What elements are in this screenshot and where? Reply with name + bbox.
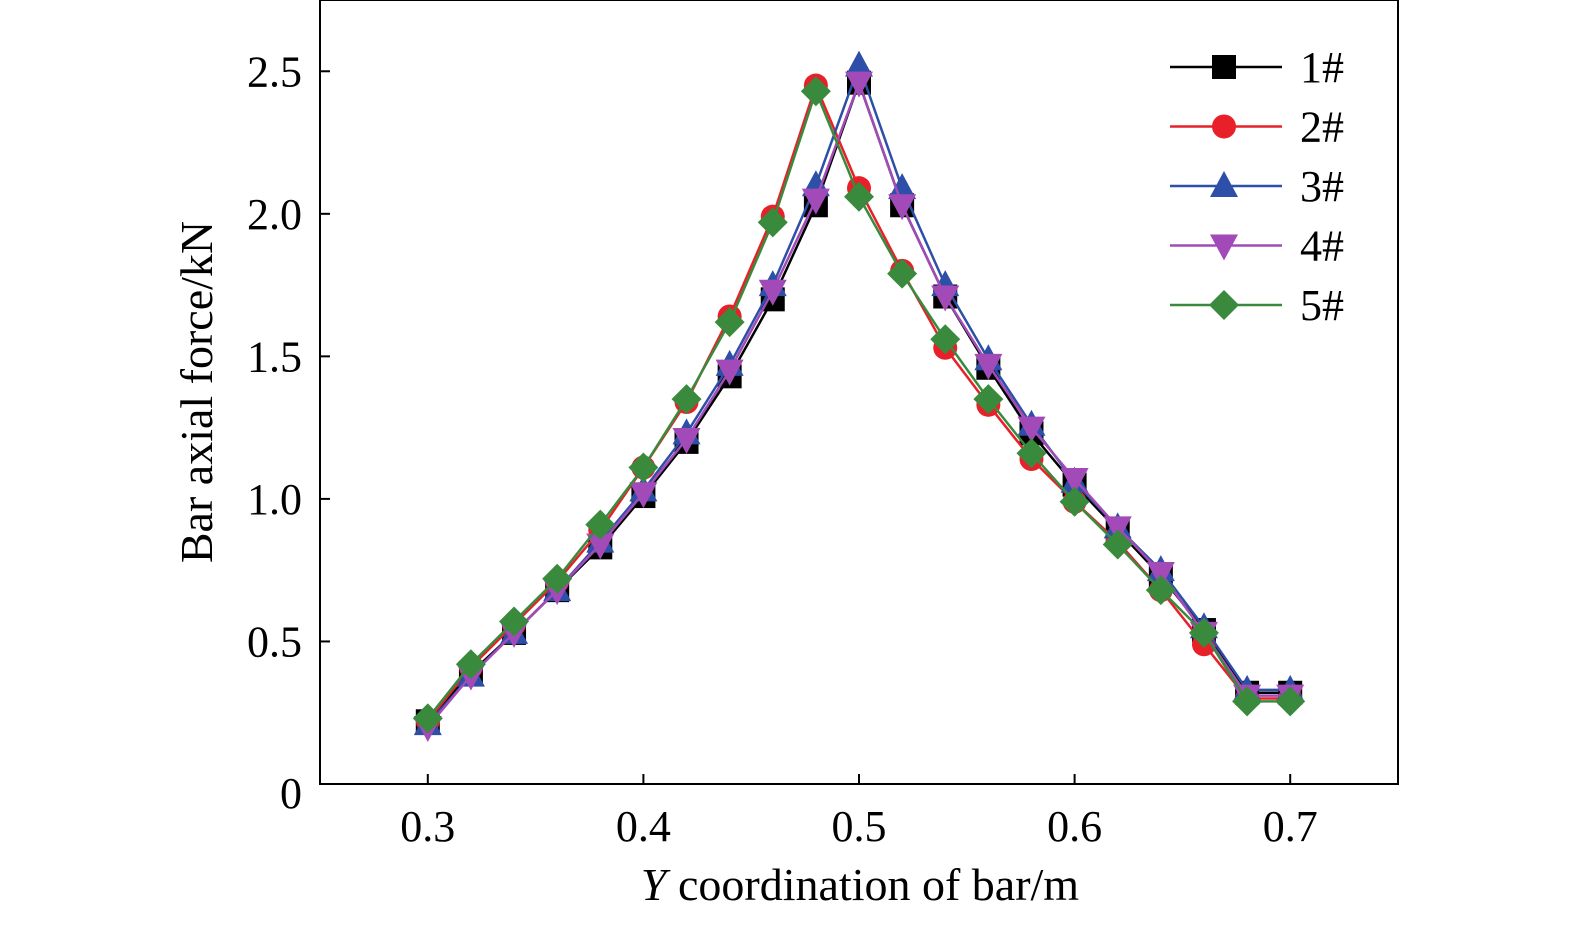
- legend-entry: 3#: [1170, 162, 1344, 211]
- legend-entry: 1#: [1170, 43, 1344, 92]
- y-tick-label: 0.5: [247, 617, 302, 666]
- x-tick-label: 0.5: [832, 802, 887, 851]
- data-point: [1232, 686, 1263, 717]
- data-point: [1017, 416, 1046, 443]
- data-point: [974, 353, 1003, 380]
- axis-ticks: 0.3 0.4 0.5 0.6 0.7 0 0.5 1.0 1.5 2.0 2.5: [247, 47, 1318, 851]
- legend-marker: [1212, 114, 1236, 139]
- data-point: [585, 509, 616, 540]
- x-axis-label-italic: Y: [641, 859, 671, 910]
- data-point: [1103, 516, 1132, 543]
- data-point: [586, 533, 615, 560]
- legend-entry: 4#: [1170, 222, 1344, 271]
- data-point: [888, 173, 917, 200]
- data-point: [715, 359, 744, 386]
- legend-label: 2#: [1300, 103, 1344, 152]
- data-point: [845, 71, 873, 98]
- data-point: [1146, 562, 1175, 589]
- data-point: [1145, 575, 1176, 606]
- data-point: [671, 384, 702, 415]
- y-tick-label: 2.0: [247, 190, 302, 239]
- y-tick-label: 1.0: [247, 475, 302, 524]
- data-point: [672, 428, 701, 455]
- legend-marker: [1209, 290, 1239, 320]
- legend-label: 5#: [1300, 281, 1344, 330]
- y-tick-label: 2.5: [247, 47, 302, 96]
- data-point: [629, 482, 658, 509]
- data-point: [844, 181, 874, 212]
- series-2: [415, 73, 1303, 734]
- y-tick-label: 0: [280, 769, 302, 818]
- series-4: [413, 71, 1305, 742]
- data-point: [499, 606, 530, 637]
- data-point: [1059, 486, 1090, 517]
- data-point: [801, 188, 830, 215]
- legend-label: 3#: [1300, 162, 1344, 211]
- x-tick-label: 0.7: [1263, 802, 1318, 851]
- data-point: [1102, 529, 1133, 560]
- data-point: [931, 285, 960, 312]
- x-tick-label: 0.6: [1047, 802, 1102, 851]
- data-point: [1016, 438, 1047, 469]
- data-point: [628, 452, 659, 483]
- legend-label: 4#: [1300, 222, 1344, 271]
- x-tick-label: 0.3: [400, 802, 455, 851]
- data-point: [1060, 467, 1089, 494]
- data-point: [758, 279, 787, 306]
- legend: 1# 2# 3# 4# 5#: [1170, 43, 1344, 330]
- series-line: [426, 61, 1291, 725]
- legend-entry: 5#: [1170, 281, 1344, 330]
- legend-entry: 2#: [1170, 103, 1344, 152]
- data-point: [1188, 617, 1219, 648]
- data-point: [1275, 686, 1306, 717]
- data-point: [714, 307, 745, 338]
- x-tick-label: 0.4: [616, 802, 671, 851]
- series-5: [412, 76, 1306, 734]
- series-1: [415, 70, 1303, 734]
- data-point: [845, 50, 873, 77]
- data-point: [887, 258, 918, 289]
- data-point: [412, 703, 443, 734]
- data-point: [930, 324, 961, 355]
- y-tick-label: 1.5: [247, 332, 302, 381]
- legend-marker: [1212, 55, 1236, 79]
- data-point: [800, 76, 831, 107]
- data-point: [888, 194, 917, 221]
- data-point: [973, 384, 1004, 415]
- data-point: [542, 563, 573, 594]
- data-point: [455, 649, 486, 680]
- legend-marker: [1210, 234, 1238, 261]
- x-axis-label-text: coordination of bar/m: [666, 859, 1079, 910]
- x-axis-label: Y coordination of bar/m: [641, 859, 1079, 910]
- data-point: [757, 207, 788, 238]
- series-3: [413, 50, 1305, 736]
- legend-label: 1#: [1300, 43, 1344, 92]
- plot-marks: [412, 50, 1306, 742]
- legend-marker: [1210, 171, 1238, 197]
- y-axis-label: Bar axial force/kN: [171, 221, 222, 563]
